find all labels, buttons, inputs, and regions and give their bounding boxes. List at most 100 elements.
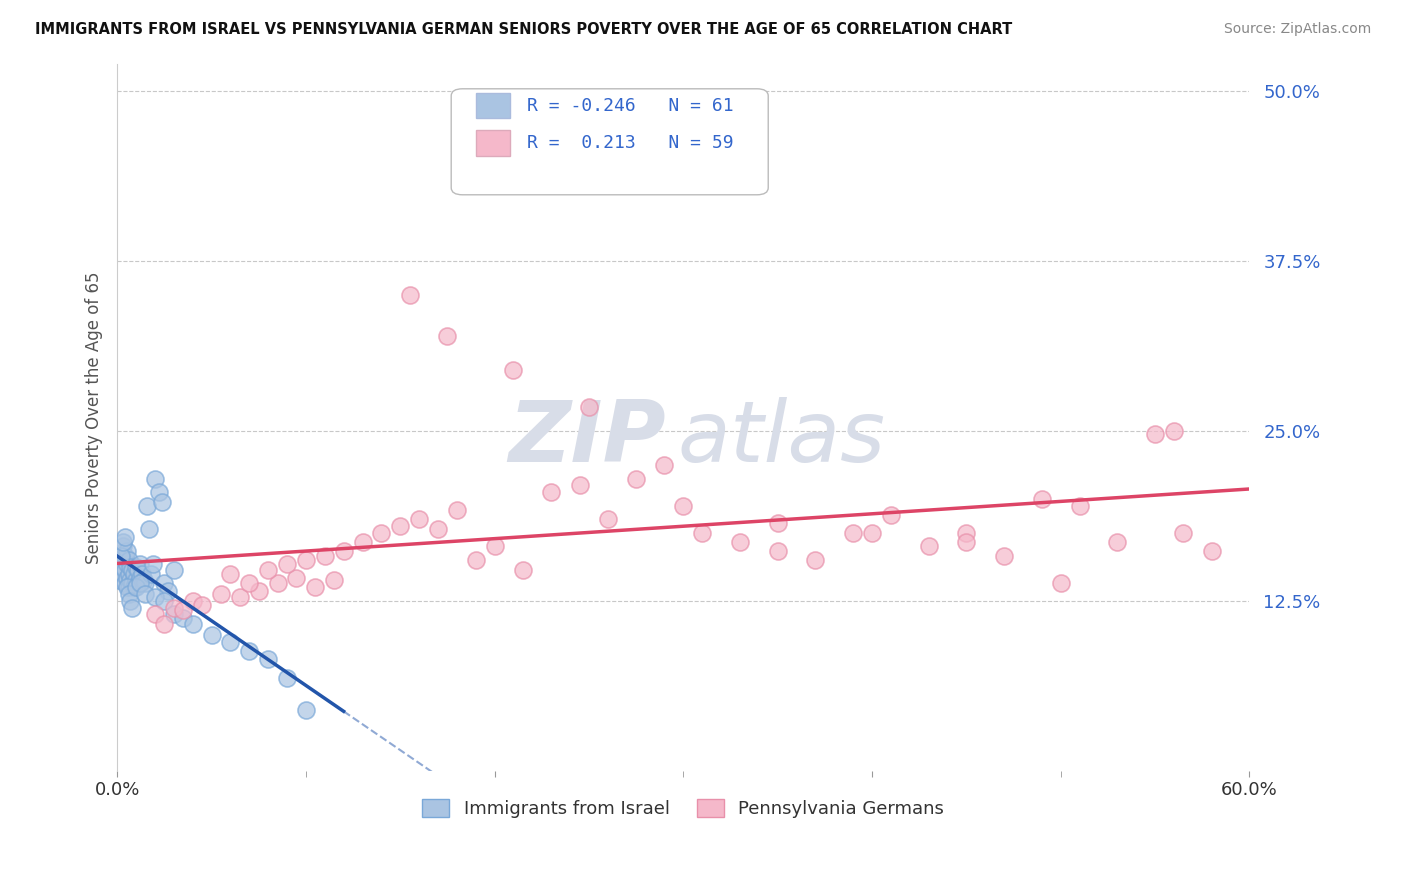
Point bbox=[111, 535, 134, 549]
Point bbox=[122, 580, 145, 594]
Point bbox=[121, 576, 143, 591]
Point bbox=[125, 559, 148, 574]
Point bbox=[127, 576, 149, 591]
Point bbox=[110, 553, 132, 567]
Point bbox=[540, 485, 562, 500]
Point bbox=[446, 503, 468, 517]
Point bbox=[427, 522, 450, 536]
Point bbox=[304, 580, 326, 594]
Point bbox=[110, 549, 132, 563]
Point bbox=[143, 607, 166, 622]
Point bbox=[389, 519, 412, 533]
Point bbox=[117, 553, 139, 567]
Point bbox=[115, 580, 138, 594]
Point bbox=[111, 566, 134, 581]
Point bbox=[672, 499, 695, 513]
Point bbox=[398, 288, 420, 302]
Point bbox=[1173, 525, 1195, 540]
Point bbox=[143, 590, 166, 604]
Point bbox=[163, 563, 186, 577]
Point bbox=[993, 549, 1015, 563]
Point bbox=[596, 512, 619, 526]
Point bbox=[955, 525, 977, 540]
Point bbox=[332, 543, 354, 558]
Point bbox=[163, 607, 186, 622]
Point bbox=[1144, 426, 1167, 441]
Point bbox=[111, 559, 134, 574]
Point bbox=[120, 594, 142, 608]
Text: Source: ZipAtlas.com: Source: ZipAtlas.com bbox=[1223, 22, 1371, 37]
Point bbox=[128, 576, 150, 591]
Y-axis label: Seniors Poverty Over the Age of 65: Seniors Poverty Over the Age of 65 bbox=[86, 271, 103, 564]
Point bbox=[238, 644, 260, 658]
Point bbox=[323, 574, 346, 588]
Point bbox=[134, 587, 156, 601]
Point bbox=[219, 634, 242, 648]
Text: ZIP: ZIP bbox=[509, 397, 666, 480]
Point bbox=[502, 363, 524, 377]
Point bbox=[578, 400, 600, 414]
Point bbox=[117, 580, 139, 594]
Point bbox=[114, 549, 136, 563]
Point bbox=[117, 587, 139, 601]
Point bbox=[352, 535, 374, 549]
Point bbox=[128, 557, 150, 571]
Point bbox=[276, 671, 298, 685]
Point bbox=[766, 543, 789, 558]
Point bbox=[1107, 535, 1129, 549]
Point bbox=[1201, 543, 1223, 558]
Point bbox=[766, 516, 789, 531]
Point bbox=[860, 525, 883, 540]
Point bbox=[181, 616, 204, 631]
Point bbox=[257, 652, 280, 666]
Point bbox=[152, 494, 174, 508]
Point bbox=[142, 557, 165, 571]
Point bbox=[512, 563, 534, 577]
Point bbox=[276, 557, 298, 571]
Text: R =  0.213   N = 59: R = 0.213 N = 59 bbox=[527, 134, 734, 153]
Point bbox=[110, 546, 132, 560]
Point bbox=[108, 574, 131, 588]
Point bbox=[153, 594, 176, 608]
Point bbox=[143, 471, 166, 485]
Point bbox=[125, 574, 148, 588]
Point bbox=[138, 522, 160, 536]
Point bbox=[131, 566, 153, 581]
Point bbox=[1069, 499, 1091, 513]
Point bbox=[728, 535, 751, 549]
Legend: Immigrants from Israel, Pennsylvania Germans: Immigrants from Israel, Pennsylvania Ger… bbox=[415, 791, 952, 825]
Point bbox=[121, 600, 143, 615]
Point bbox=[120, 574, 142, 588]
Point bbox=[117, 566, 139, 581]
Point bbox=[1163, 424, 1185, 438]
Point bbox=[314, 549, 336, 563]
Point bbox=[153, 616, 176, 631]
Point bbox=[285, 571, 308, 585]
Point bbox=[134, 576, 156, 591]
Text: R = -0.246   N = 61: R = -0.246 N = 61 bbox=[527, 96, 734, 115]
Point bbox=[136, 499, 159, 513]
Point bbox=[690, 525, 713, 540]
Point bbox=[115, 543, 138, 558]
Point bbox=[120, 559, 142, 574]
Point bbox=[295, 702, 318, 716]
Point bbox=[568, 478, 591, 492]
Point bbox=[1031, 491, 1053, 506]
Point bbox=[266, 576, 288, 591]
FancyBboxPatch shape bbox=[451, 89, 768, 194]
Point bbox=[157, 584, 180, 599]
Text: IMMIGRANTS FROM ISRAEL VS PENNSYLVANIA GERMAN SENIORS POVERTY OVER THE AGE OF 65: IMMIGRANTS FROM ISRAEL VS PENNSYLVANIA G… bbox=[35, 22, 1012, 37]
Point bbox=[247, 584, 270, 599]
FancyBboxPatch shape bbox=[477, 93, 510, 119]
Point bbox=[408, 512, 430, 526]
Point bbox=[127, 563, 149, 577]
Point bbox=[163, 600, 186, 615]
Point bbox=[141, 566, 163, 581]
Point bbox=[484, 540, 506, 554]
Point bbox=[229, 590, 252, 604]
Point bbox=[295, 553, 318, 567]
Point bbox=[257, 563, 280, 577]
Point bbox=[181, 594, 204, 608]
Point bbox=[436, 329, 458, 343]
Point bbox=[842, 525, 865, 540]
